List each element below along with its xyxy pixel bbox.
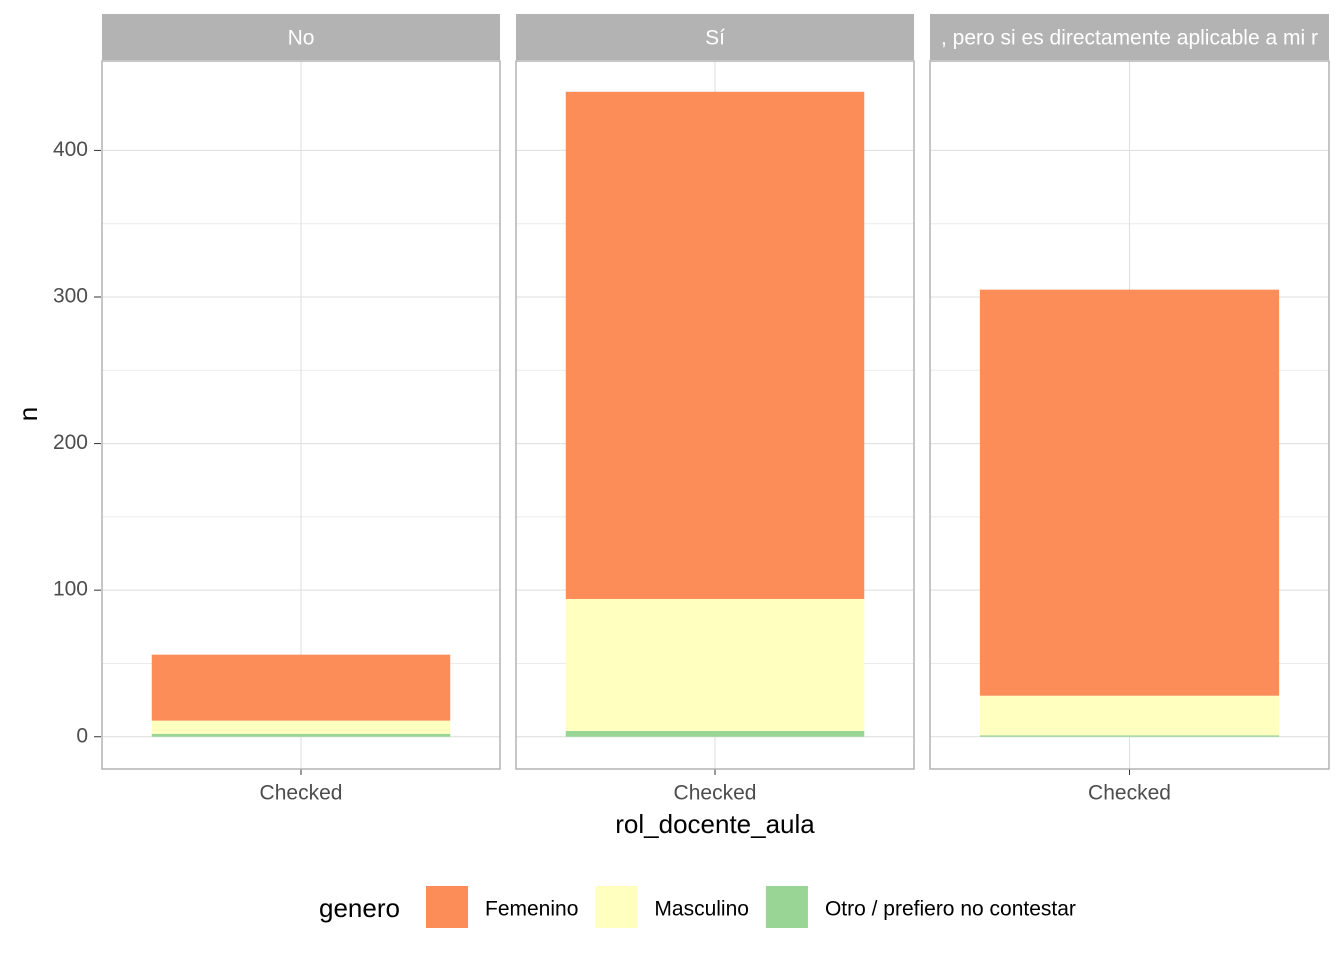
bar-segment <box>151 733 451 737</box>
strip-label: Sí <box>705 27 725 50</box>
panel-border <box>515 60 915 770</box>
strip <box>516 14 914 60</box>
legend-label: Otro / prefiero no contestar <box>825 898 1076 921</box>
x-axis-title: rol_docente_aula <box>615 809 815 839</box>
bar-segment <box>151 654 451 721</box>
legend-key <box>595 886 638 928</box>
panel-border <box>929 60 1330 770</box>
bar-segment <box>979 289 1280 696</box>
x-tick-label: Checked <box>1088 782 1171 805</box>
strip <box>930 14 1329 60</box>
y-tick-label: 200 <box>53 431 88 454</box>
legend-key <box>426 886 468 928</box>
legend-label: Femenino <box>485 898 578 921</box>
bar-segment <box>979 695 1280 736</box>
bar-segment <box>979 735 1280 737</box>
y-tick-label: 100 <box>53 578 88 601</box>
x-tick-label: Checked <box>674 782 757 805</box>
bar-segment <box>565 730 865 737</box>
strip-label: No <box>288 27 315 50</box>
bar-segment <box>565 598 865 731</box>
x-tick-label: Checked <box>260 782 343 805</box>
y-axis-title: n <box>13 407 43 421</box>
bar-segment <box>565 91 865 599</box>
strip-label: , pero si es directamente aplicable a mi… <box>941 27 1318 50</box>
strip <box>102 14 500 60</box>
bar-segment <box>151 720 451 734</box>
y-tick-label: 0 <box>76 724 88 747</box>
panel-border <box>101 60 501 770</box>
y-tick-label: 300 <box>53 285 88 308</box>
legend-title: genero <box>319 893 400 923</box>
legend-key <box>765 886 808 928</box>
y-tick-label: 400 <box>53 138 88 161</box>
legend-label: Masculino <box>654 898 749 921</box>
